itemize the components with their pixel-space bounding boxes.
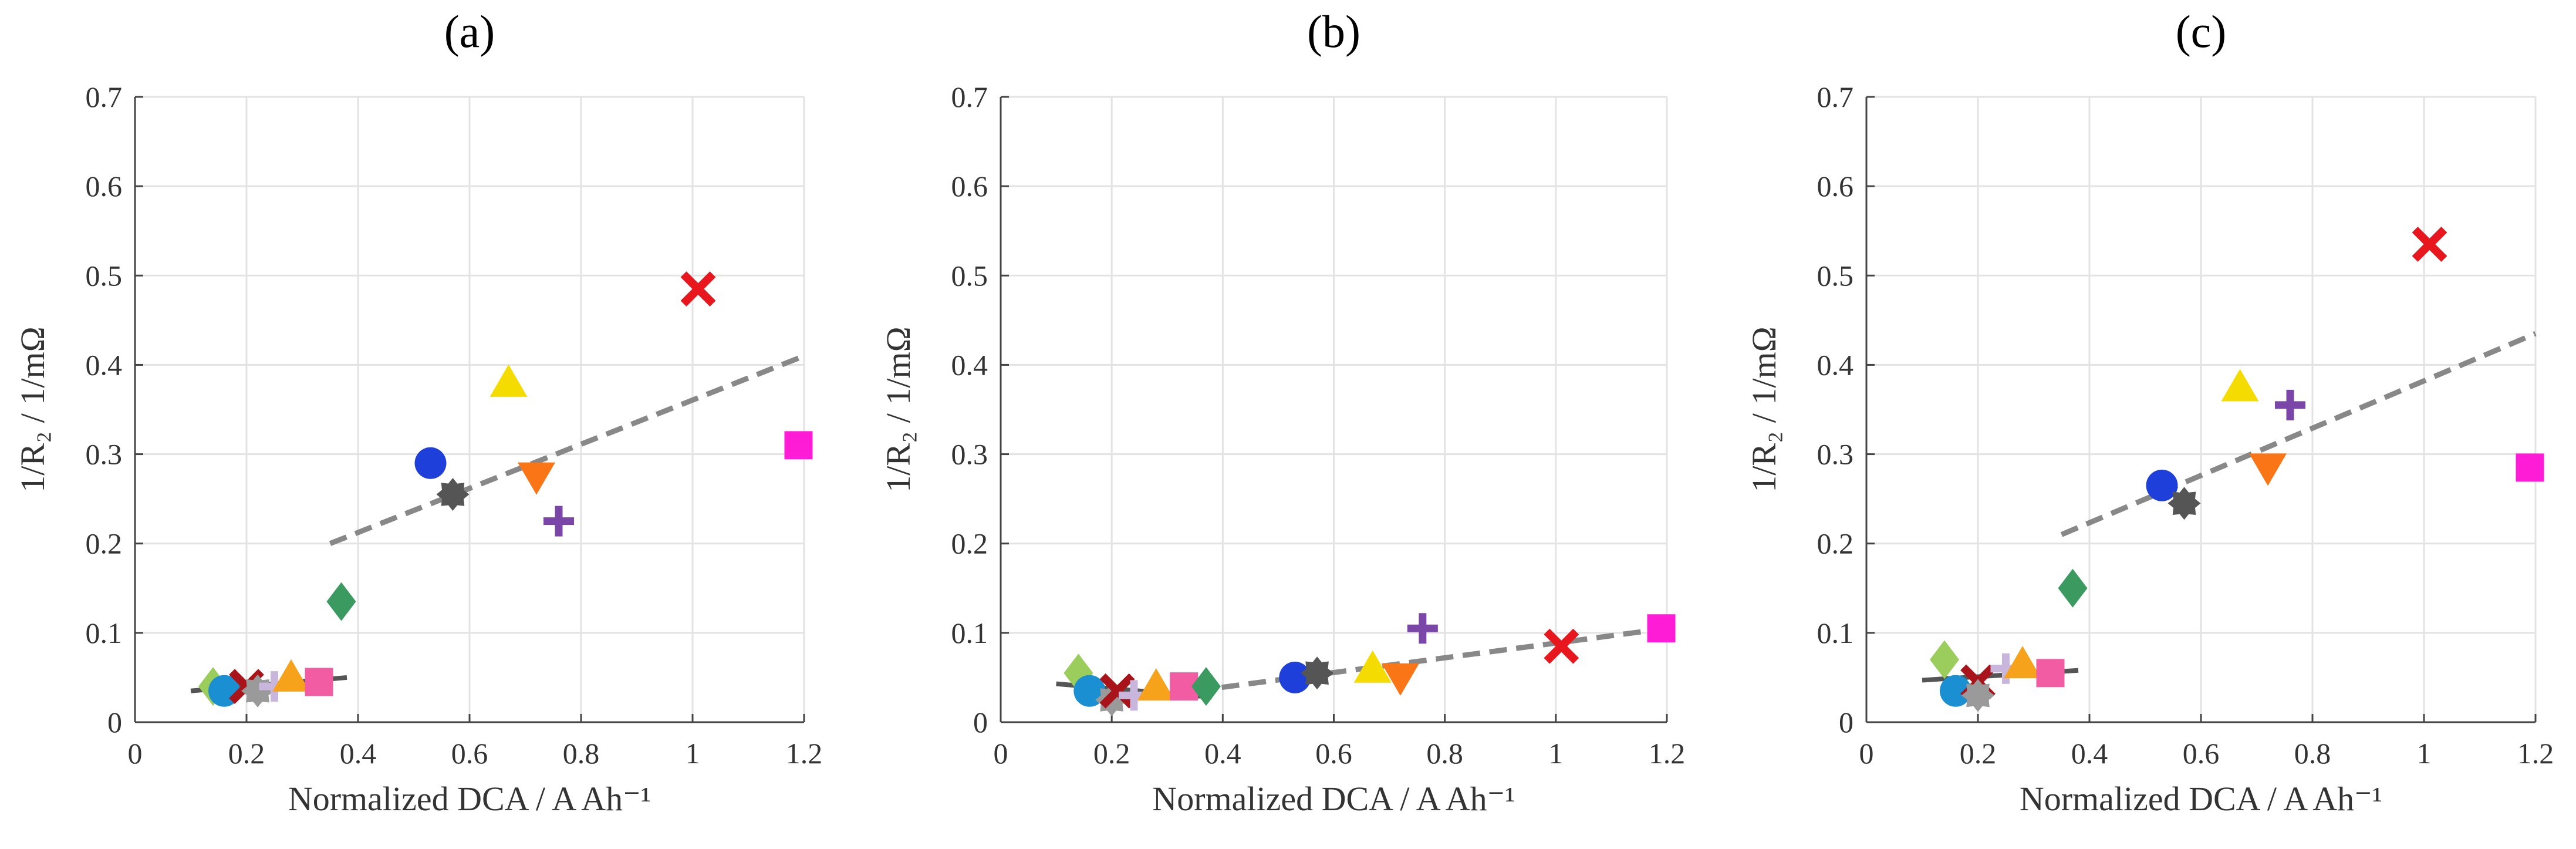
diamond-point — [2058, 568, 2088, 608]
x-tick-label: 0.2 — [1093, 737, 1130, 770]
x-tick-label: 1 — [1548, 737, 1563, 770]
circle-point — [414, 447, 447, 479]
dashed-fit-line — [2060, 331, 2537, 537]
gear-point — [1961, 679, 1994, 712]
circle-point — [2146, 469, 2178, 501]
circle-point — [1279, 661, 1311, 693]
x-axis-label: Normalized DCA / A Ah⁻¹ — [1152, 780, 1515, 818]
plus-point — [2275, 389, 2305, 420]
y-tick-label: 0.6 — [86, 170, 123, 203]
x-axis-label: Normalized DCA / A Ah⁻¹ — [2020, 780, 2382, 818]
x-tick-label: 0.8 — [1426, 737, 1463, 770]
y-axis-label: 1/R₂ / 1/mΩ — [1745, 326, 1783, 492]
triangle_down-point — [518, 462, 555, 495]
diamond-point — [1930, 640, 1959, 679]
x-tick-label: 1 — [686, 737, 700, 770]
gear-point — [2168, 487, 2201, 520]
cross-point — [2412, 227, 2447, 262]
y-tick-label: 0.2 — [86, 527, 123, 560]
y-tick-label: 0.5 — [1817, 259, 1854, 292]
y-tick-label: 0 — [973, 706, 988, 739]
x-tick-label: 0.2 — [1960, 737, 1997, 770]
chart-panel-c: 0 0.2 0.4 0.6 0.8 1 1.2 0 0.1 0.2 0.3 0.4 0.5 0.6 0.7 (… — [1745, 6, 2554, 818]
triangle_up-point — [2004, 646, 2041, 679]
x-tick-label: 1.2 — [786, 737, 823, 770]
x-tick-label: 0 — [994, 737, 1008, 770]
cross-point — [1544, 628, 1579, 664]
y-tick-label: 0.6 — [1817, 170, 1854, 203]
y-tick-label: 0.5 — [951, 259, 988, 292]
y-tick-label: 0.2 — [951, 527, 988, 560]
chart-panel-b: 0 0.2 0.4 0.6 0.8 1 1.2 0 0.1 0.2 0.3 0.4 0.5 0.6 0.7 (… — [879, 6, 1685, 818]
diamond-point — [326, 582, 356, 621]
circle-point — [1940, 675, 1971, 707]
y-tick-label: 0.1 — [86, 616, 123, 649]
triangle_up-point — [272, 659, 310, 692]
dashed-fit-line — [329, 353, 805, 546]
y-axis-label: 1/R₂ / 1/mΩ — [879, 326, 917, 492]
y-tick-label: 0.5 — [86, 259, 123, 292]
y-tick-label: 0.2 — [1817, 527, 1854, 560]
square-point — [1647, 614, 1676, 643]
square-point — [305, 668, 333, 696]
square-point — [2036, 659, 2065, 688]
diamond-point — [1191, 667, 1221, 706]
x-tick-label: 0.6 — [1315, 737, 1352, 770]
y-tick-label: 0.3 — [1817, 438, 1854, 471]
plus-point — [543, 506, 574, 537]
x-tick-label: 0.2 — [228, 737, 265, 770]
triangle_up-point — [1353, 650, 1392, 683]
y-tick-label: 0.4 — [1817, 348, 1854, 381]
x-tick-label: 0 — [1859, 737, 1874, 770]
y-tick-label: 0.1 — [1817, 616, 1854, 649]
triangle_down-point — [2249, 453, 2287, 486]
y-tick-label: 0.4 — [951, 348, 988, 381]
y-tick-label: 0.7 — [951, 80, 988, 113]
plus-point — [1407, 613, 1438, 644]
y-tick-label: 0.7 — [86, 80, 123, 113]
triangle_up-point — [1137, 668, 1175, 701]
x-tick-label: 0.4 — [1204, 737, 1241, 770]
triangle_down-point — [1382, 663, 1419, 696]
triangle_up-point — [2221, 369, 2259, 402]
y-tick-label: 0.3 — [86, 438, 123, 471]
gear-point — [436, 478, 470, 511]
x-tick-label: 0.6 — [2183, 737, 2220, 770]
panel-label: (b) — [1307, 6, 1360, 57]
x-tick-label: 0.6 — [451, 737, 488, 770]
x-tick-label: 0.8 — [2294, 737, 2331, 770]
square-point — [2516, 453, 2544, 482]
x-tick-label: 1 — [2417, 737, 2432, 770]
y-tick-label: 0.7 — [1817, 80, 1854, 113]
chart-panel-a: 0 0.2 0.4 0.6 0.8 1 1.2 0 0.1 0.2 0.3 0.4 0.5 0.6 0.7 (… — [13, 6, 822, 818]
x-tick-label: 1.2 — [1649, 737, 1686, 770]
triangle_up-point — [489, 364, 528, 397]
y-tick-label: 0.3 — [951, 438, 988, 471]
x-tick-label: 1.2 — [2517, 737, 2554, 770]
x-tick-label: 0.8 — [563, 737, 600, 770]
y-axis-label: 1/R₂ / 1/mΩ — [13, 326, 52, 492]
y-tick-label: 0.4 — [86, 348, 123, 381]
y-tick-label: 0 — [107, 706, 122, 739]
x-tick-label: 0.4 — [340, 737, 377, 770]
cross-point — [680, 271, 716, 307]
y-tick-label: 0.1 — [951, 616, 988, 649]
x-tick-label: 0.4 — [2071, 737, 2108, 770]
x-tick-label: 0 — [128, 737, 143, 770]
square-point — [784, 431, 813, 460]
panel-label: (a) — [444, 6, 495, 57]
gear-point — [1301, 656, 1334, 690]
y-tick-label: 0 — [1839, 706, 1853, 739]
gear-point — [241, 674, 274, 708]
panel-label: (c) — [2176, 6, 2227, 57]
y-tick-label: 0.6 — [951, 170, 988, 203]
x-axis-label: Normalized DCA / A Ah⁻¹ — [288, 780, 651, 818]
